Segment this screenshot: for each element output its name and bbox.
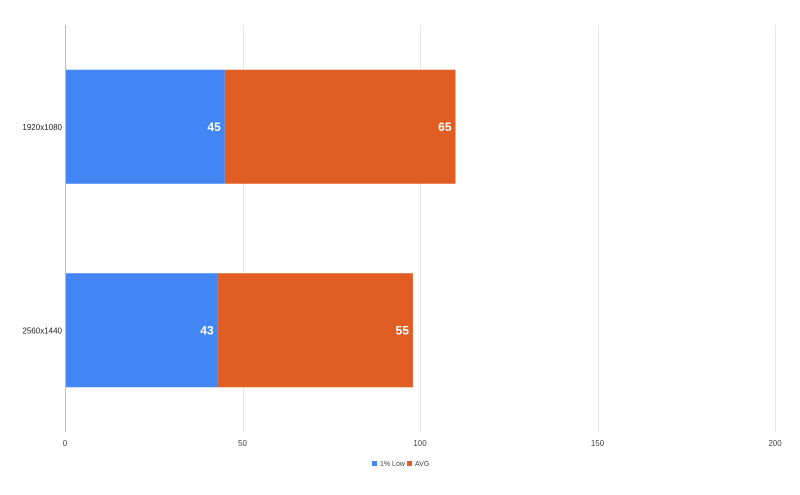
legend-label: 1% Low	[380, 461, 406, 468]
bar-avg-0	[224, 69, 456, 184]
x-tick-label: 0	[63, 439, 68, 448]
x-tick-label: 150	[591, 439, 605, 448]
legend-swatch	[407, 461, 412, 466]
legend-swatch	[372, 461, 377, 466]
bar-avg-1	[217, 273, 413, 388]
x-tick-label: 50	[238, 439, 247, 448]
x-tick-label: 200	[768, 439, 782, 448]
bars: 45 65 43 55	[65, 69, 456, 388]
x-tick-label: 100	[413, 439, 427, 448]
category-label: 2560x1440	[22, 326, 62, 335]
bar-low-1	[65, 273, 218, 388]
legend: 1% Low AVG	[372, 461, 429, 468]
category-label: 1920x1080	[22, 123, 62, 132]
legend-label: AVG	[415, 461, 429, 468]
data-label: 45	[207, 120, 221, 134]
axis: 0 50 100 150 200 1920x1080 2560x1440	[22, 25, 782, 448]
bar-low-0	[65, 69, 225, 184]
data-label: 65	[438, 120, 452, 134]
data-label: 55	[396, 323, 410, 337]
data-label: 43	[200, 323, 214, 337]
